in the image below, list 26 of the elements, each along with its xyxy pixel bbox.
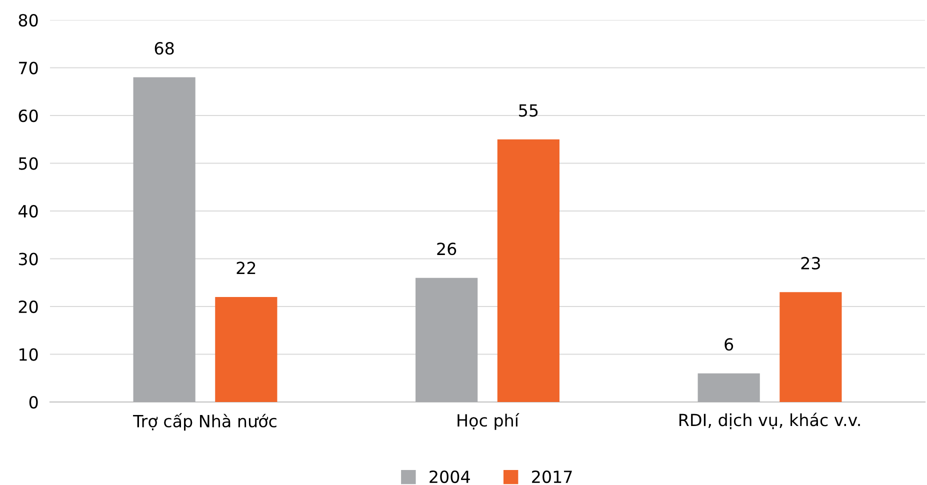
bar	[133, 77, 196, 402]
x-tick-label: RDI, dịch vụ, khác v.v.	[679, 412, 860, 430]
legend-label: 2017	[532, 470, 572, 484]
legend-label: 2004	[430, 470, 470, 484]
data-label: 68	[154, 42, 174, 55]
y-tick-label: 0	[29, 396, 38, 409]
data-label: 55	[519, 104, 538, 117]
bar	[416, 278, 478, 402]
data-label: 26	[437, 242, 456, 256]
bar	[497, 139, 560, 402]
bar	[780, 292, 842, 402]
bar	[698, 373, 760, 402]
y-tick-label: 70	[19, 62, 38, 74]
y-tick-label: 50	[18, 157, 38, 170]
y-tick-label: 30	[18, 252, 38, 266]
x-tick-label: Học phí	[458, 413, 520, 430]
bar	[215, 296, 278, 402]
data-label: 22	[236, 262, 256, 274]
data-label: 6	[724, 338, 734, 351]
y-tick-label: 40	[18, 204, 38, 218]
y-tick-label: 80	[18, 14, 38, 27]
y-tick-label: 10	[20, 348, 38, 361]
y-tick-label: 20	[18, 300, 38, 314]
x-tick-label: Trợ cấp Nhà nước	[133, 413, 276, 431]
data-label: 23	[801, 256, 820, 270]
y-tick-label: 60	[18, 109, 38, 122]
